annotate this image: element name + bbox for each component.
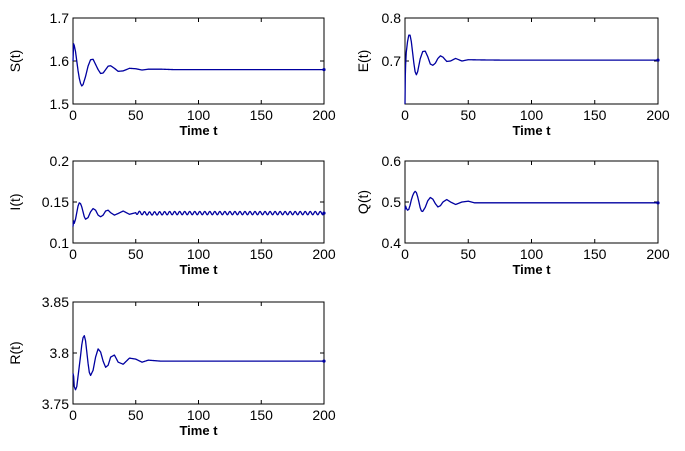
series-end-point xyxy=(656,201,660,205)
axes-box-q xyxy=(404,160,659,244)
y-tick-label: 3.85 xyxy=(42,294,69,310)
x-tick-label: 0 xyxy=(69,107,77,123)
series-line-e xyxy=(404,34,659,105)
x-axis-label: Time t xyxy=(512,262,551,277)
y-tick-label: 0.5 xyxy=(382,194,402,210)
x-tick-label: 0 xyxy=(401,246,409,262)
x-axis-label: Time t xyxy=(512,123,551,138)
y-tick-label: 0.15 xyxy=(42,194,69,210)
x-tick-label: 200 xyxy=(312,407,336,423)
y-tick-label: 0.1 xyxy=(50,235,70,251)
x-axis-label: Time t xyxy=(179,423,218,438)
series-line-r xyxy=(72,335,325,391)
x-tick-label: 150 xyxy=(583,107,607,123)
subplot-s: 0 50 100 150 200 1.5 1.6 1.7 Time t S(t) xyxy=(7,10,336,138)
x-tick-label: 150 xyxy=(250,246,274,262)
x-tick-label: 200 xyxy=(646,246,670,262)
series-end-point xyxy=(656,58,660,62)
axes-box-s xyxy=(72,17,325,105)
x-tick-label: 150 xyxy=(250,407,274,423)
x-axis-label: Time t xyxy=(179,262,218,277)
y-tick-label: 0.2 xyxy=(50,153,70,169)
x-tick-label: 50 xyxy=(128,107,144,123)
x-tick-label: 100 xyxy=(520,246,544,262)
x-tick-label: 100 xyxy=(187,107,211,123)
x-tick-label: 50 xyxy=(128,246,144,262)
y-axis-label: Q(t) xyxy=(355,190,371,214)
series-end-point xyxy=(322,68,326,72)
x-tick-label: 0 xyxy=(69,246,77,262)
x-tick-label: 50 xyxy=(460,246,476,262)
series-end-point xyxy=(322,211,326,215)
x-tick-label: 0 xyxy=(69,407,77,423)
x-tick-label: 50 xyxy=(460,107,476,123)
y-tick-label: 1.6 xyxy=(50,53,70,69)
y-axis-label: R(t) xyxy=(7,341,23,364)
y-tick-label: 0.7 xyxy=(382,53,402,69)
series-line-s xyxy=(72,43,325,87)
x-tick-label: 150 xyxy=(583,246,607,262)
x-axis-label: Time t xyxy=(179,123,218,138)
subplot-i: 0 50 100 150 200 0.1 0.15 0.2 Time t I(t) xyxy=(7,153,336,277)
y-tick-label: 0.4 xyxy=(382,235,402,251)
y-axis-label: I(t) xyxy=(7,193,23,210)
x-tick-label: 200 xyxy=(312,107,336,123)
series-end-point xyxy=(322,359,326,363)
y-tick-label: 1.5 xyxy=(50,96,70,112)
x-tick-label: 200 xyxy=(312,246,336,262)
x-tick-label: 200 xyxy=(646,107,670,123)
y-tick-label: 0.6 xyxy=(382,153,402,169)
y-axis-label: S(t) xyxy=(7,50,23,73)
subplot-r: 0 50 100 150 200 3.75 3.8 3.85 Time t R(t) xyxy=(7,294,336,438)
x-tick-label: 100 xyxy=(187,246,211,262)
subplot-e: 0 50 100 150 200 0.7 0.8 Time t E(t) xyxy=(355,10,670,138)
x-tick-label: 100 xyxy=(520,107,544,123)
y-tick-label: 1.7 xyxy=(50,10,70,26)
x-tick-label: 0 xyxy=(401,107,409,123)
series-line-q xyxy=(404,190,659,213)
x-tick-label: 50 xyxy=(128,407,144,423)
y-tick-label: 3.75 xyxy=(42,396,69,412)
axes-box-i xyxy=(72,160,325,244)
axes-box-e xyxy=(404,17,659,105)
y-axis-label: E(t) xyxy=(355,50,371,73)
subplot-q: 0 50 100 150 200 0.4 0.5 0.6 Time t Q(t) xyxy=(355,153,670,277)
x-tick-label: 100 xyxy=(187,407,211,423)
y-tick-label: 0.8 xyxy=(382,10,402,26)
series-line-i xyxy=(72,202,325,227)
axes-box-r xyxy=(72,301,325,405)
y-tick-label: 3.8 xyxy=(50,345,70,361)
x-tick-label: 150 xyxy=(250,107,274,123)
